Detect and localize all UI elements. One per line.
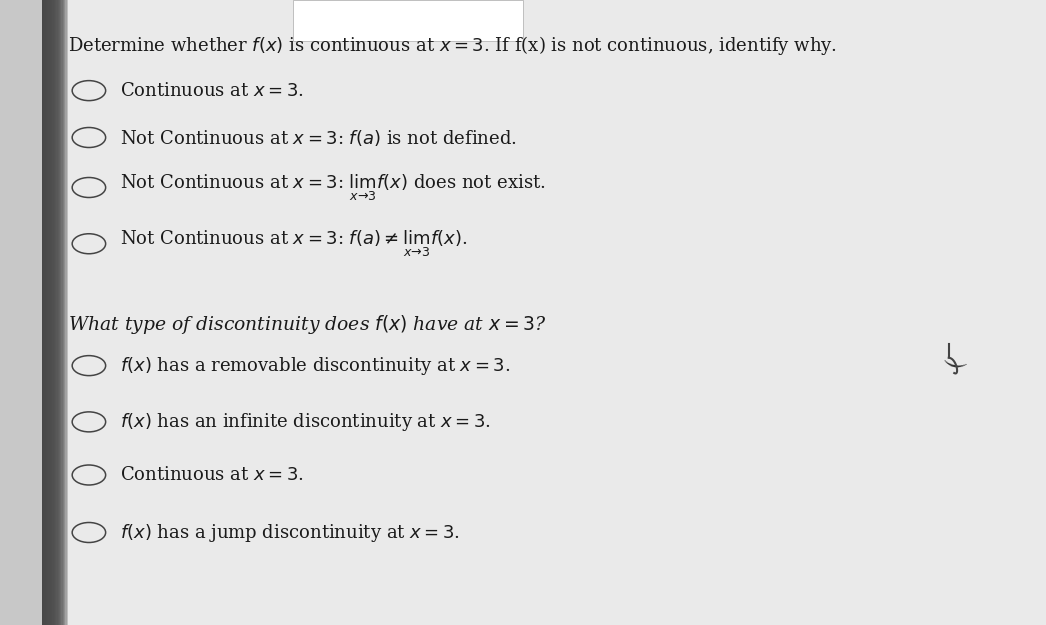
Text: $\smile$: $\smile$ [936,348,971,377]
Bar [42,0,58,625]
Bar [42,0,48,625]
Bar [42,0,50,625]
Text: What type of discontinuity does $f(x)$ have at $x = 3$?: What type of discontinuity does $f(x)$ h… [68,312,547,336]
Bar [42,0,52,625]
Text: $f(x)$ has a removable discontinuity at $x = 3$.: $f(x)$ has a removable discontinuity at … [120,354,510,377]
Bar [42,0,63,625]
Bar [42,0,56,625]
Bar [42,0,46,625]
Bar [42,0,47,625]
Bar [42,0,59,625]
Text: Continuous at $x = 3$.: Continuous at $x = 3$. [120,466,304,484]
Bar [42,0,67,625]
Bar [42,0,43,625]
Text: Determine whether $f(x)$ is continuous at $x = 3$. If f(x) is not continuous, id: Determine whether $f(x)$ is continuous a… [68,34,837,58]
Bar [42,0,64,625]
Text: $f(x)$ has a jump discontinuity at $x = 3$.: $f(x)$ has a jump discontinuity at $x = … [120,521,460,544]
Bar [42,0,62,625]
Bar [42,0,65,625]
Text: Not Continuous at $x = 3$: $\lim_{x \to 3} f(x)$ does not exist.: Not Continuous at $x = 3$: $\lim_{x \to … [120,173,546,203]
Bar [42,0,55,625]
Text: Not Continuous at $x = 3$: $f(a) \neq \lim_{x \to 3} f(x)$.: Not Continuous at $x = 3$: $f(a) \neq \l… [120,229,468,259]
Bar [293,0,523,41]
Text: Continuous at $x = 3$.: Continuous at $x = 3$. [120,82,304,99]
Bar [42,0,44,625]
Bar [42,0,60,625]
Text: $f(x)$ has an infinite discontinuity at $x = 3$.: $f(x)$ has an infinite discontinuity at … [120,411,492,433]
Bar [42,0,53,625]
Bar [42,0,68,625]
Text: Not Continuous at $x = 3$: $f(a)$ is not defined.: Not Continuous at $x = 3$: $f(a)$ is not… [120,127,517,148]
Bar [42,0,51,625]
